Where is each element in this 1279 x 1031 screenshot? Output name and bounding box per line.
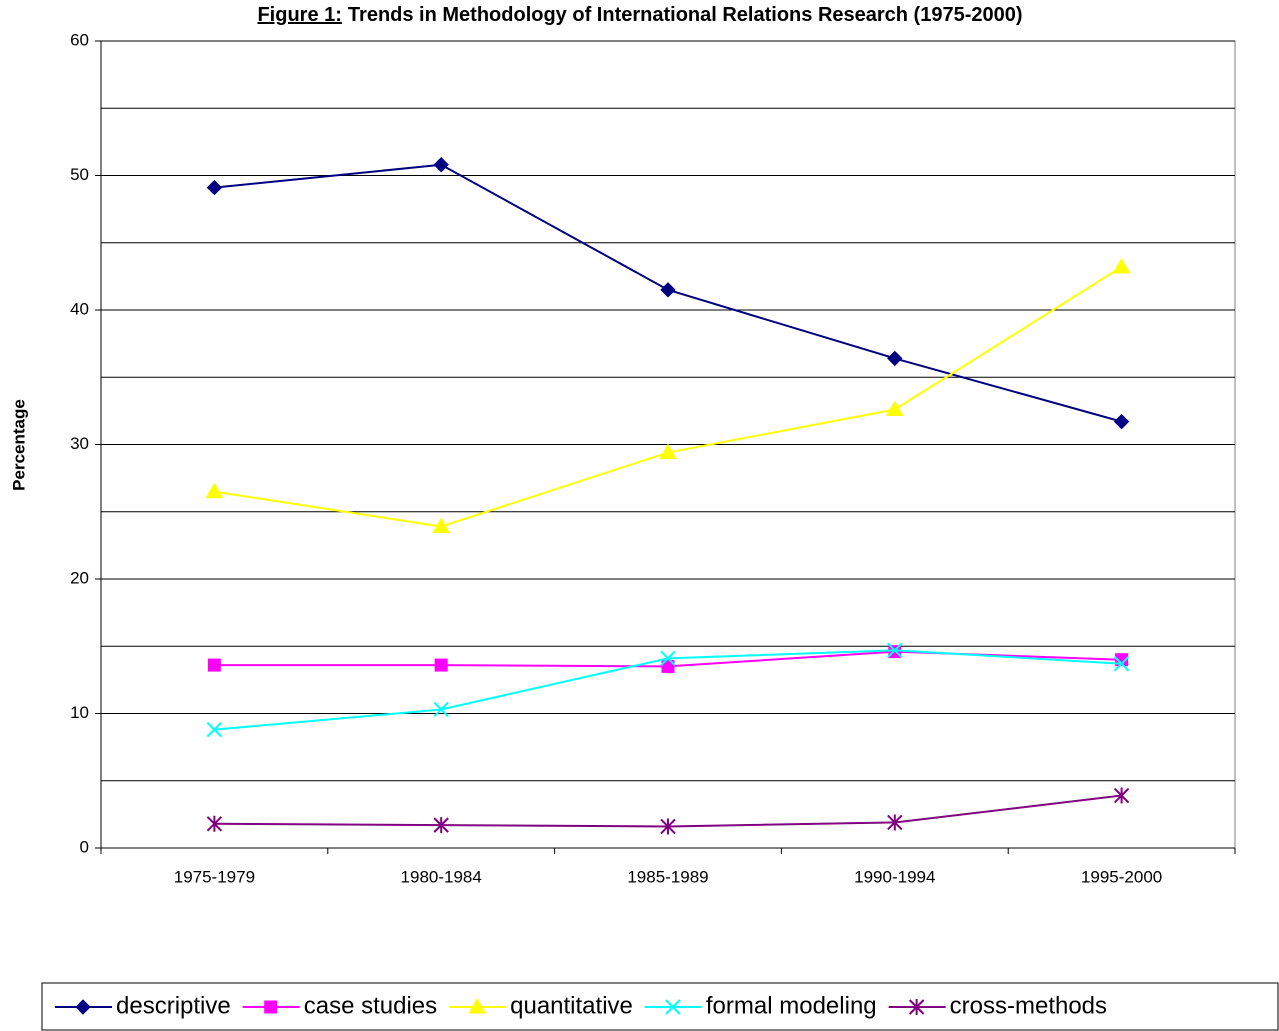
x-tick-label: 1975-1979	[174, 867, 255, 886]
marker	[432, 517, 451, 534]
marker	[1113, 787, 1130, 804]
legend-marker	[908, 999, 925, 1015]
legend-marker	[75, 999, 91, 1015]
marker	[660, 650, 676, 667]
title-label: Figure 1:	[257, 4, 341, 26]
marker	[659, 443, 677, 460]
marker	[887, 814, 903, 831]
legend-label: case studies	[304, 992, 437, 1019]
y-tick-label: 20	[70, 568, 89, 587]
y-tick-label: 50	[70, 165, 89, 184]
legend-marker	[665, 999, 681, 1015]
legend-label: cross-methods	[950, 992, 1107, 1019]
y-tick-label: 0	[80, 837, 89, 856]
marker	[206, 721, 223, 738]
marker	[433, 701, 449, 718]
marker	[1113, 413, 1130, 430]
marker	[206, 815, 223, 832]
y-tick-label: 10	[70, 703, 89, 722]
legend-marker	[468, 997, 486, 1014]
marker	[887, 642, 903, 658]
chart-title: Trends in Methodology of International R…	[348, 4, 1023, 26]
x-tick-label: 1980-1984	[401, 867, 482, 886]
x-tick-label: 1995-2000	[1081, 867, 1162, 886]
marker	[207, 658, 221, 672]
chart-title-group: Figure 1: Trends in Methodology of Intern…	[257, 4, 1022, 26]
legend-label: formal modeling	[706, 992, 877, 1019]
marker	[885, 400, 904, 417]
marker	[660, 818, 676, 835]
marker	[887, 350, 903, 367]
x-tick-label: 1990-1994	[854, 867, 935, 886]
marker	[660, 282, 676, 298]
legend-label: descriptive	[116, 992, 231, 1019]
marker	[1113, 656, 1130, 672]
marker	[205, 482, 224, 499]
legend-marker	[264, 1000, 278, 1014]
marker	[661, 659, 675, 673]
y-tick-label: 40	[70, 299, 89, 318]
series-line	[214, 266, 1123, 528]
y-tick-label: 30	[70, 434, 89, 453]
y-tick-label: 60	[70, 30, 89, 49]
marker	[433, 157, 449, 173]
marker	[433, 817, 449, 834]
marker	[434, 658, 448, 672]
legend-label: quantitative	[510, 992, 633, 1019]
marker	[1112, 257, 1131, 274]
y-axis-label: Percentage	[9, 399, 28, 491]
marker	[206, 179, 223, 196]
x-tick-label: 1985-1989	[627, 867, 708, 886]
